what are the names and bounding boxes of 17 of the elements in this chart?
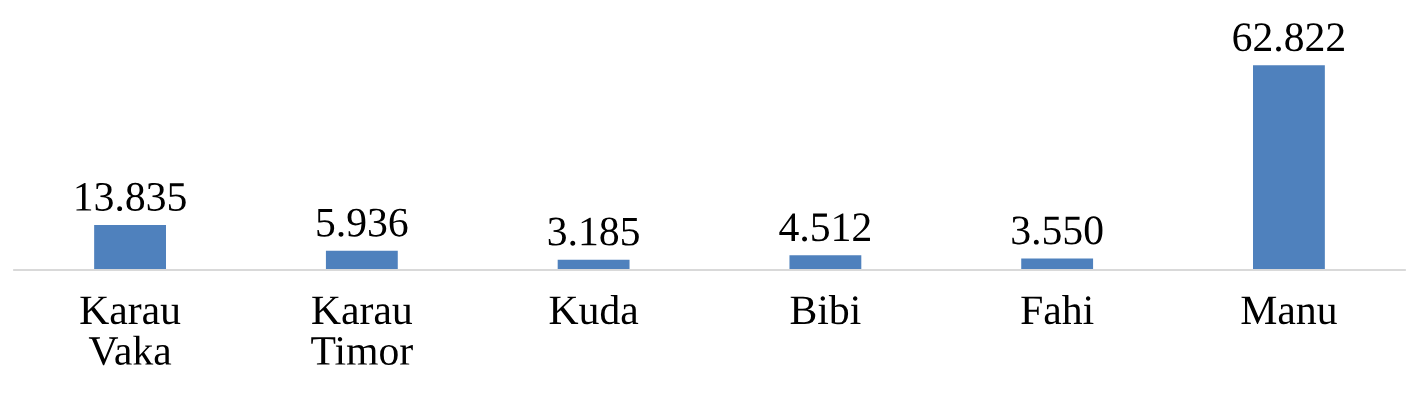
x-tick-label: Fahi [1021, 295, 1094, 325]
data-label: 3.550 [1012, 216, 1103, 245]
data-label: 5.936 [317, 208, 408, 237]
x-tick-label: Karau Timor [311, 296, 413, 366]
x-tick-label: Bibi [790, 295, 861, 325]
bar [789, 255, 862, 271]
data-label: 3.185 [548, 217, 639, 246]
bar [325, 250, 398, 271]
bar [1021, 258, 1094, 271]
x-tick-label: Manu [1241, 296, 1337, 325]
x-tick-label: Kuda [549, 295, 639, 325]
data-label: 13.835 [76, 182, 186, 212]
bar [94, 224, 166, 271]
bar [1253, 65, 1325, 271]
data-label: 62.822 [1233, 23, 1344, 52]
data-label: 4.512 [779, 213, 870, 242]
x-tick-label: Karau Vaka [80, 296, 181, 366]
